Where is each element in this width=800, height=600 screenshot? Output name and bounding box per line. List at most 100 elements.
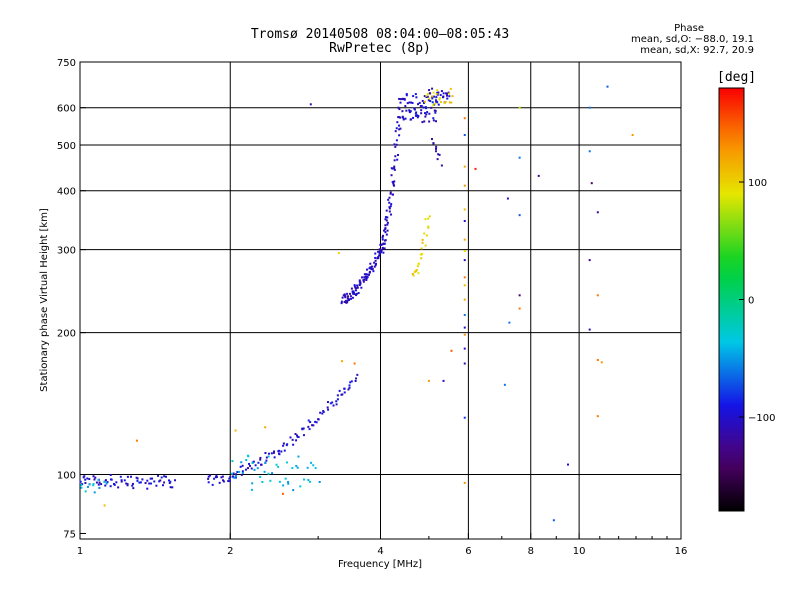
data-point <box>355 289 358 292</box>
data-point <box>408 109 411 112</box>
data-point <box>425 107 428 110</box>
data-point <box>167 479 170 482</box>
data-point <box>109 473 112 476</box>
data-point <box>374 256 377 259</box>
y-tick-label: 750 <box>57 58 76 69</box>
data-point <box>98 481 101 484</box>
x-tick-label: 8 <box>528 546 534 557</box>
data-point <box>350 287 353 290</box>
data-point <box>463 165 466 168</box>
data-point <box>309 421 312 424</box>
data-point <box>384 231 387 234</box>
data-point <box>567 463 570 466</box>
data-point <box>444 100 447 103</box>
data-point <box>264 426 267 429</box>
data-point <box>391 180 394 183</box>
data-point <box>435 92 438 95</box>
data-point <box>125 482 128 485</box>
data-point <box>240 473 243 476</box>
data-point <box>335 403 338 406</box>
data-point <box>421 121 424 124</box>
data-point <box>359 282 362 285</box>
data-point <box>365 278 368 281</box>
data-point <box>103 504 106 507</box>
data-point <box>420 112 423 115</box>
data-point <box>374 264 377 267</box>
data-point <box>392 183 395 186</box>
data-point <box>336 394 339 397</box>
data-point <box>253 468 256 471</box>
y-tick-label: 200 <box>57 329 76 340</box>
data-point <box>390 174 393 177</box>
data-point <box>449 87 452 90</box>
data-point <box>374 252 377 255</box>
data-point <box>126 484 129 487</box>
data-point <box>387 198 390 201</box>
data-point <box>434 111 437 114</box>
data-point <box>356 284 359 287</box>
data-point <box>404 117 407 120</box>
data-point <box>138 481 141 484</box>
data-point <box>356 373 359 376</box>
stats-o-mode: mean, sd,O: −88.0, 19.1 <box>631 34 754 45</box>
data-point <box>164 475 167 478</box>
data-point <box>518 294 521 297</box>
data-point <box>424 112 427 115</box>
data-point <box>120 480 123 483</box>
data-point <box>141 478 144 481</box>
data-point <box>404 105 407 108</box>
data-point <box>106 481 109 484</box>
data-point <box>151 477 154 480</box>
data-point <box>241 464 244 467</box>
data-point <box>420 257 423 260</box>
data-point <box>337 252 340 255</box>
data-point <box>267 472 270 475</box>
data-point <box>97 483 100 486</box>
data-point <box>350 297 353 300</box>
data-point <box>146 487 149 490</box>
data-point <box>355 294 358 297</box>
data-point <box>398 134 401 137</box>
data-point <box>347 388 350 391</box>
y-tick-label: 75 <box>63 529 76 540</box>
data-point <box>132 487 135 490</box>
data-point <box>365 268 368 271</box>
data-point <box>395 143 398 146</box>
data-point <box>302 427 305 430</box>
data-point <box>157 474 160 477</box>
data-point <box>259 456 262 459</box>
data-point <box>79 480 82 483</box>
data-point <box>352 292 355 295</box>
data-point <box>222 480 225 483</box>
data-point <box>264 461 267 464</box>
colorbar-tick-label: −100 <box>748 413 775 424</box>
data-point <box>378 254 381 257</box>
data-point <box>428 89 431 92</box>
data-point <box>315 421 318 424</box>
data-point <box>92 475 95 478</box>
data-point <box>299 485 302 488</box>
data-point <box>317 418 320 421</box>
data-point <box>270 452 273 455</box>
data-point <box>357 292 360 295</box>
data-point <box>588 106 591 109</box>
data-point <box>436 158 439 161</box>
data-point <box>84 478 87 481</box>
colorbar-tick-label: 0 <box>748 296 754 307</box>
data-point <box>413 270 416 273</box>
data-point <box>355 292 358 295</box>
data-point <box>421 252 424 255</box>
data-point <box>345 301 348 304</box>
data-point <box>382 242 385 245</box>
data-point <box>442 379 445 382</box>
data-point <box>358 279 361 282</box>
data-point <box>171 486 174 489</box>
data-point <box>424 115 427 118</box>
data-point <box>207 481 210 484</box>
data-point <box>287 480 290 483</box>
data-point <box>342 294 345 297</box>
data-point <box>252 460 255 463</box>
data-point <box>265 456 268 459</box>
data-point <box>394 155 397 158</box>
